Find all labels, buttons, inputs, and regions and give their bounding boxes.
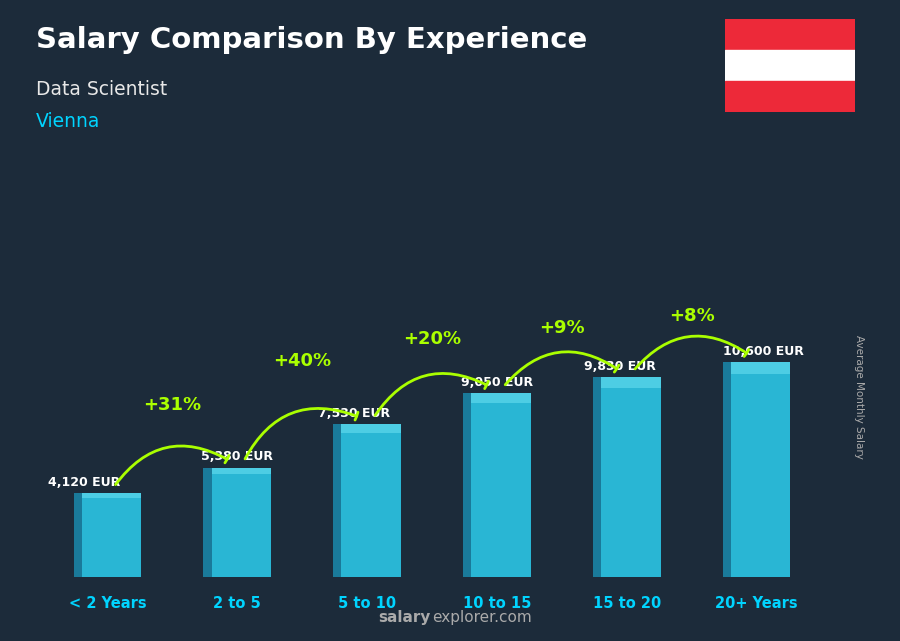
Text: 4,120 EUR: 4,120 EUR: [48, 476, 121, 489]
Text: 5 to 10: 5 to 10: [338, 596, 396, 612]
Bar: [601, 378, 661, 388]
Text: 7,530 EUR: 7,530 EUR: [318, 407, 391, 420]
Text: 15 to 20: 15 to 20: [592, 596, 661, 612]
Text: 10,600 EUR: 10,600 EUR: [723, 345, 804, 358]
Bar: [724, 19, 855, 50]
Bar: [723, 362, 790, 577]
Bar: [82, 494, 141, 498]
Bar: [203, 468, 212, 577]
Text: Salary Comparison By Experience: Salary Comparison By Experience: [36, 26, 587, 54]
Bar: [472, 394, 531, 403]
Text: +20%: +20%: [403, 330, 461, 348]
Bar: [724, 81, 855, 112]
Text: 5,380 EUR: 5,380 EUR: [202, 451, 274, 463]
Bar: [341, 424, 400, 433]
Text: Average Monthly Salary: Average Monthly Salary: [854, 335, 865, 460]
Bar: [593, 378, 661, 577]
Bar: [333, 424, 400, 577]
Bar: [464, 394, 472, 577]
Text: 2 to 5: 2 to 5: [213, 596, 261, 612]
Text: +8%: +8%: [669, 307, 715, 325]
Text: 9,830 EUR: 9,830 EUR: [584, 360, 656, 373]
Bar: [74, 494, 82, 577]
Bar: [464, 394, 531, 577]
Text: +9%: +9%: [539, 319, 585, 337]
Text: explorer.com: explorer.com: [432, 610, 532, 625]
Bar: [731, 362, 790, 374]
Bar: [74, 494, 141, 577]
Text: < 2 Years: < 2 Years: [68, 596, 146, 612]
Text: salary: salary: [378, 610, 430, 625]
Text: Data Scientist: Data Scientist: [36, 80, 167, 99]
Bar: [724, 50, 855, 81]
Bar: [212, 468, 271, 474]
Text: Vienna: Vienna: [36, 112, 101, 131]
Bar: [723, 362, 731, 577]
Bar: [203, 468, 271, 577]
Text: 9,050 EUR: 9,050 EUR: [461, 376, 533, 389]
Bar: [593, 378, 601, 577]
Text: 20+ Years: 20+ Years: [716, 596, 798, 612]
Text: +31%: +31%: [143, 396, 202, 414]
Bar: [333, 424, 341, 577]
Text: +40%: +40%: [273, 353, 331, 370]
Text: 10 to 15: 10 to 15: [463, 596, 531, 612]
